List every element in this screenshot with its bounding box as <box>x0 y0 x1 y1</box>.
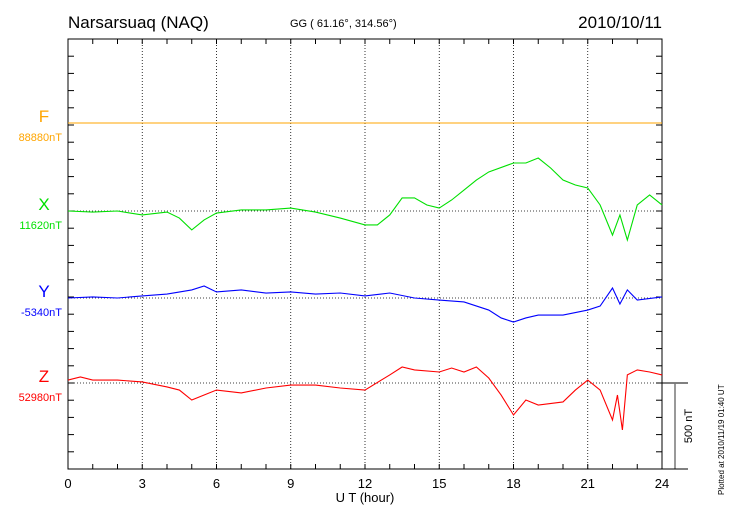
x-axis-label: U T (hour) <box>336 490 395 505</box>
series-line-z <box>67 366 663 431</box>
axis-ticks <box>67 38 663 470</box>
x-tick-label: 12 <box>358 476 372 491</box>
series-baseline-y: -5340nT <box>21 307 62 319</box>
x-tick-label: 15 <box>432 476 446 491</box>
scale-bar-label: 500 nT <box>683 409 695 444</box>
x-tick-label: 18 <box>506 476 520 491</box>
chart-date: 2010/10/11 <box>578 13 662 32</box>
series-name-z: Z <box>39 367 49 386</box>
series-name-f: F <box>39 107 49 126</box>
x-tick-label: 3 <box>139 476 146 491</box>
plotted-timestamp: Plotted at 2010/11/19 01:40 UT <box>717 384 726 495</box>
series-line-y <box>67 285 663 323</box>
series-baseline-z: 52980nT <box>19 392 63 404</box>
scale-bar <box>662 382 688 470</box>
x-tick-label: 0 <box>64 476 71 491</box>
station-title: Narsarsuaq (NAQ) <box>68 13 209 32</box>
plot-frame <box>67 38 663 470</box>
x-tick-label: 6 <box>213 476 220 491</box>
series-baseline-f: 88880nT <box>19 132 63 144</box>
series-baseline-x: 11620nT <box>19 220 62 232</box>
x-tick-label: 21 <box>581 476 595 491</box>
x-tick-label: 9 <box>287 476 294 491</box>
station-coords: GG ( 61.16°, 314.56°) <box>290 18 397 30</box>
series-name-x: X <box>38 195 49 214</box>
grid <box>68 39 662 469</box>
series-line-x <box>67 157 663 243</box>
x-tick-label: 24 <box>655 476 669 491</box>
series-name-y: Y <box>38 282 49 301</box>
